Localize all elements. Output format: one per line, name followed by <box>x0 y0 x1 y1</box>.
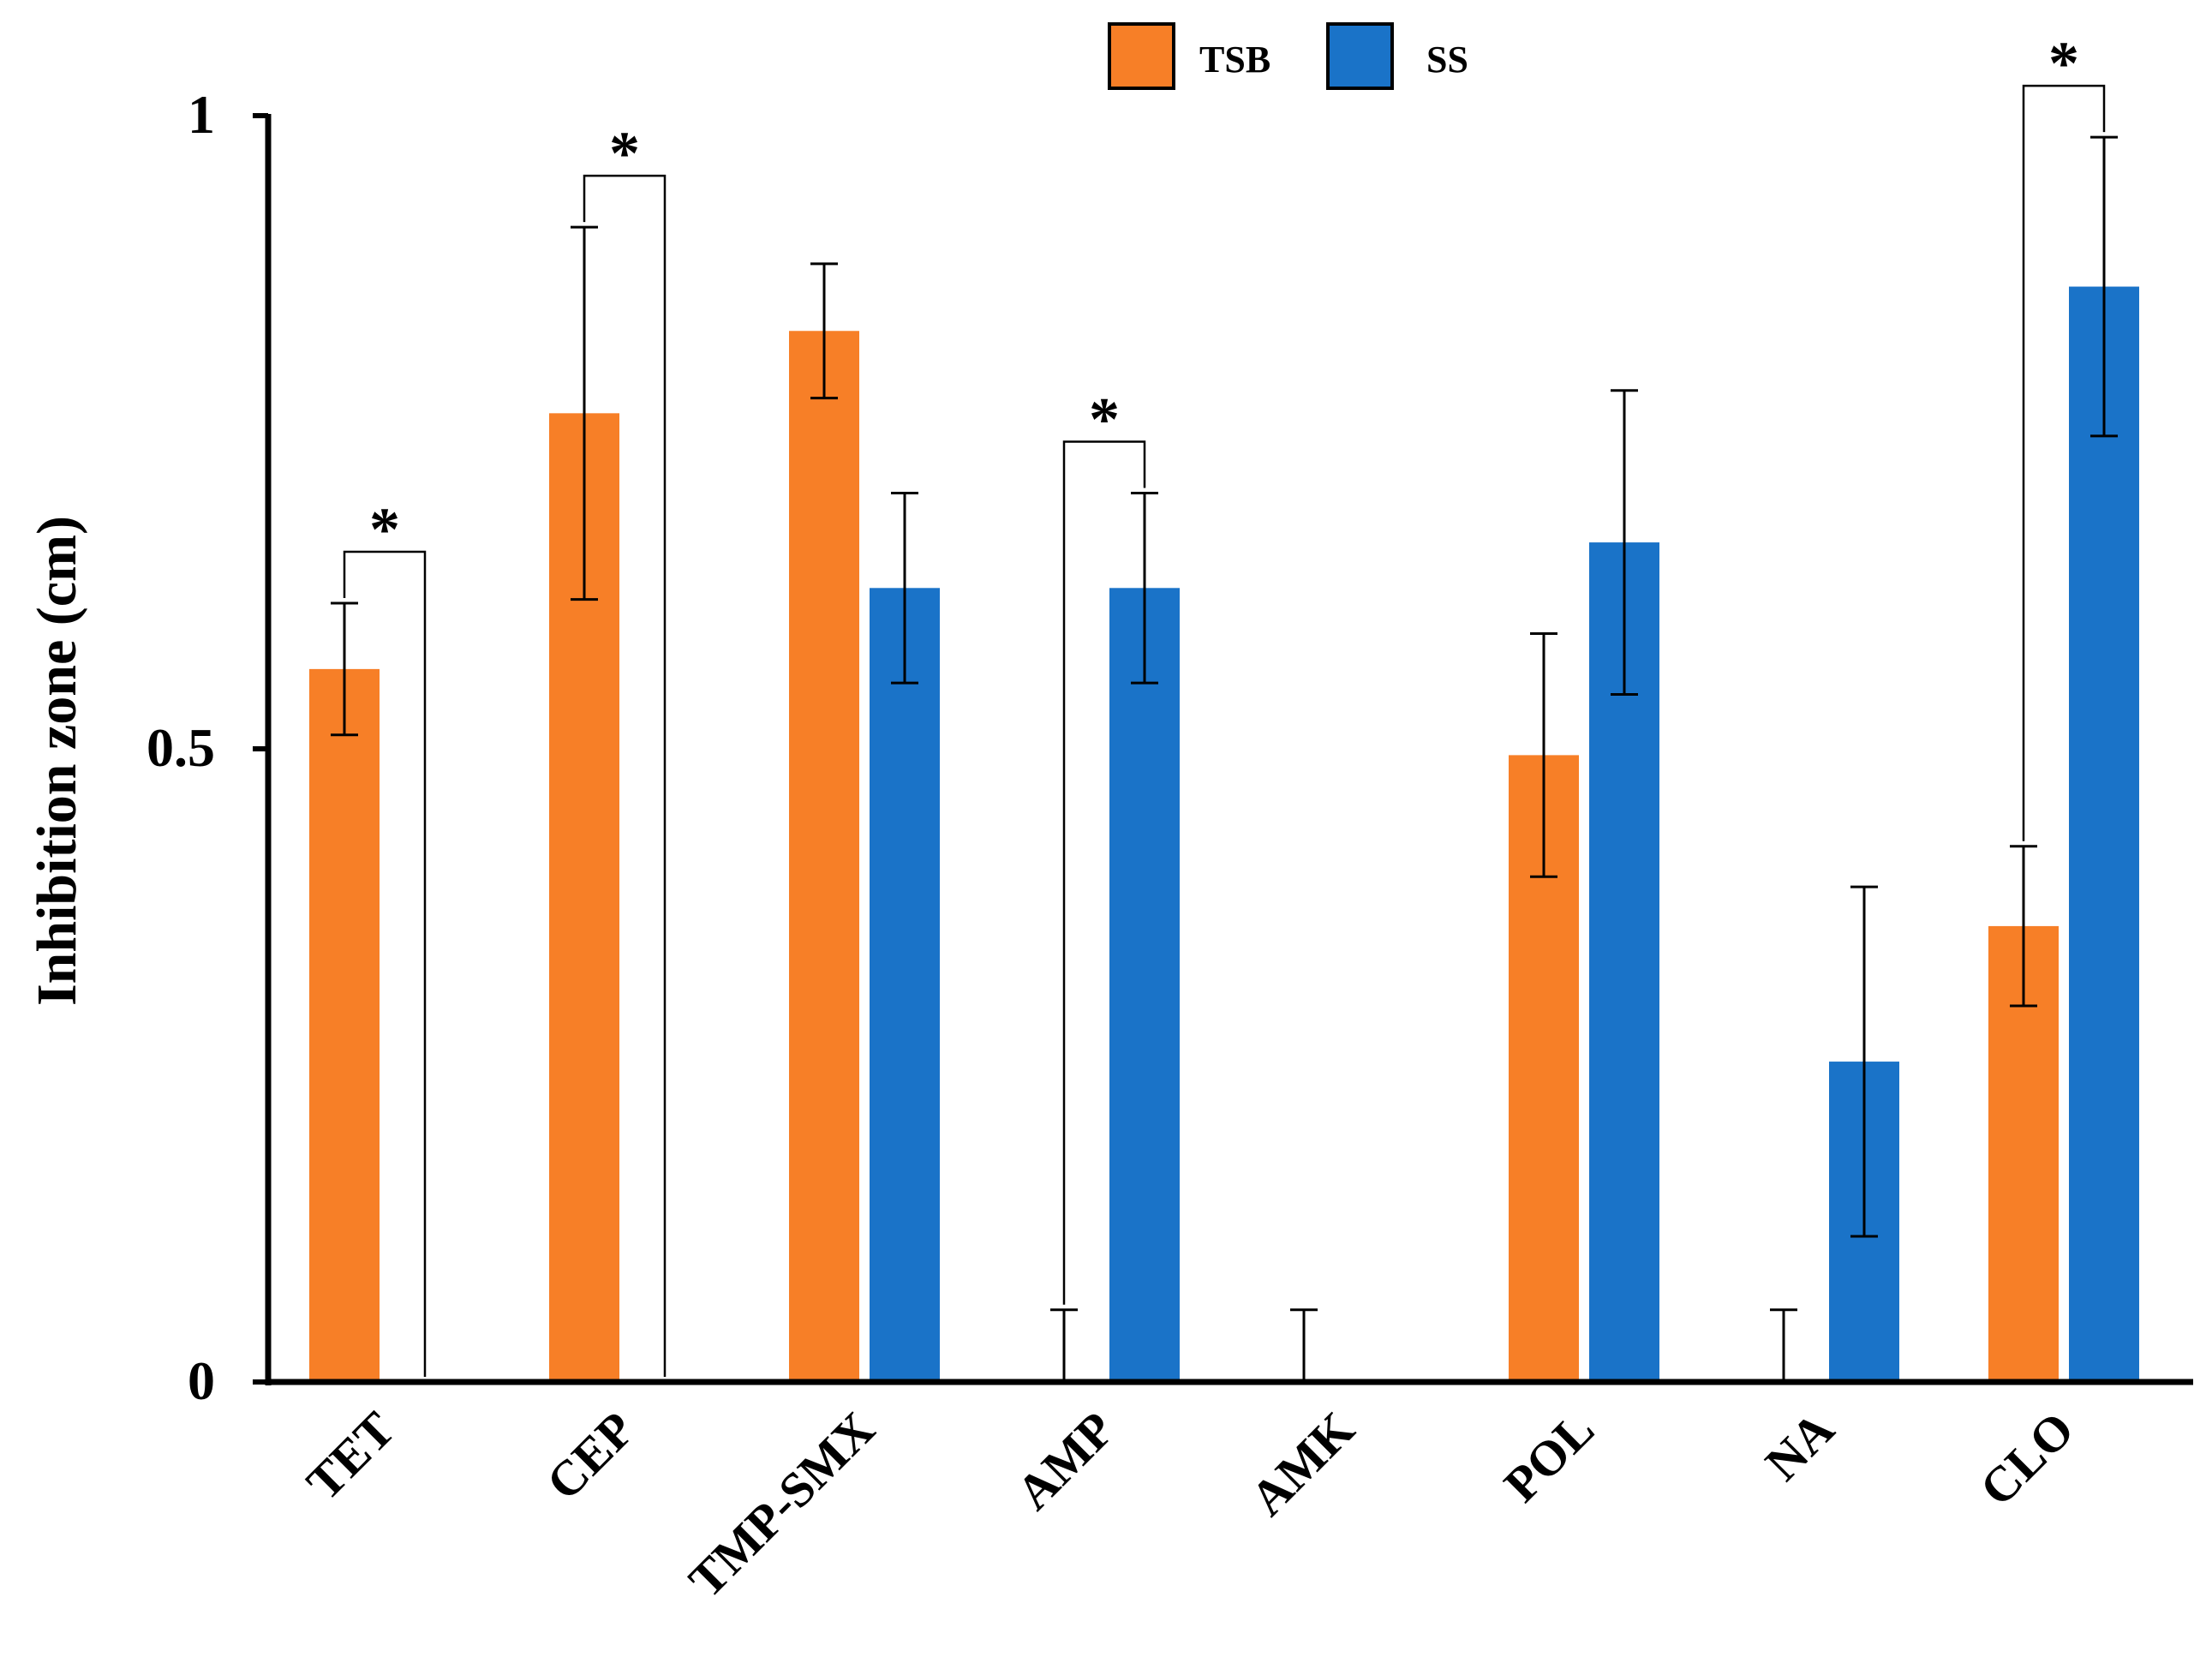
significance-star-cep: * <box>609 119 640 188</box>
significance-bracket-cep <box>583 174 667 1377</box>
x-tick-labels: TET CEP TMP-SMX AMP AMK POL NA CLO <box>296 1401 2084 1608</box>
significance-layer: * * * * <box>343 29 2106 1377</box>
x-tick-label-amk: AMK <box>1240 1401 1365 1526</box>
y-axis-title: Inhibition zone (cm) <box>26 516 88 1006</box>
legend-label-ss: SS <box>1426 39 1468 81</box>
bars-layer <box>309 286 2139 1383</box>
significance-bracket-clo <box>2022 84 2106 841</box>
significance-bracket-amp <box>1062 440 1146 1305</box>
legend: TSB SS <box>1108 22 1468 90</box>
x-tick-label-amp: AMP <box>1006 1401 1125 1520</box>
bar-ss-clo <box>2069 286 2139 1382</box>
error-bars-layer <box>331 135 2118 1382</box>
bar-ss-tmp-smx <box>870 588 940 1382</box>
significance-bracket-tet <box>343 550 427 1377</box>
x-tick-label-cep: CEP <box>535 1401 645 1510</box>
x-tick-label-tmp-smx: TMP-SMX <box>678 1401 885 1608</box>
y-tick-label-0-5: 0.5 <box>146 717 215 778</box>
y-tick-label-1: 1 <box>188 84 215 145</box>
significance-star-amp: * <box>1089 385 1120 453</box>
legend-label-tsb: TSB <box>1199 39 1270 81</box>
y-ticks: 00.51 <box>146 84 268 1411</box>
bar-ss-amp <box>1109 588 1180 1382</box>
legend-swatch-tsb <box>1108 22 1175 90</box>
y-tick-label-0: 0 <box>188 1350 215 1411</box>
significance-star-tet: * <box>369 495 400 564</box>
legend-swatch-ss <box>1326 22 1394 90</box>
significance-star-clo: * <box>2048 29 2079 98</box>
bar-tsb-tet <box>309 668 380 1382</box>
bar-tsb-tmp-smx <box>789 331 859 1382</box>
x-tick-label-na: NA <box>1755 1401 1844 1491</box>
x-tick-label-clo: CLO <box>1969 1401 2084 1516</box>
x-tick-label-tet: TET <box>296 1401 405 1510</box>
x-tick-label-pol: POL <box>1493 1401 1605 1512</box>
